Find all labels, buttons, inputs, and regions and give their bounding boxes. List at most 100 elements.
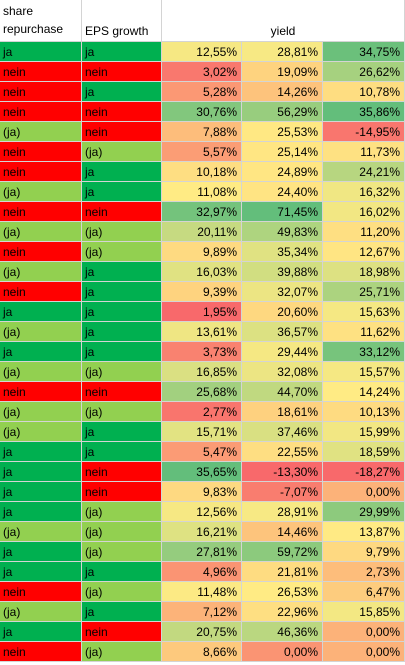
yield-cell-3[interactable]: -18,27% [323,462,405,482]
eps-growth-cell[interactable]: nein [82,482,162,502]
share-repurchase-cell[interactable]: (ja) [0,362,82,382]
share-repurchase-cell[interactable]: (ja) [0,402,82,422]
yield-cell-3[interactable]: 15,57% [323,362,405,382]
share-repurchase-cell[interactable]: (ja) [0,322,82,342]
share-repurchase-cell[interactable]: (ja) [0,522,82,542]
yield-cell-3[interactable]: 6,47% [323,582,405,602]
yield-cell-2[interactable]: 14,26% [242,82,323,102]
eps-growth-cell[interactable]: ja [82,282,162,302]
yield-cell-2[interactable]: 18,61% [242,402,323,422]
eps-growth-cell[interactable]: ja [82,302,162,322]
yield-cell-3[interactable]: 16,02% [323,202,405,222]
yield-cell-1[interactable]: 20,75% [162,622,242,642]
share-repurchase-cell[interactable]: nein [0,162,82,182]
yield-cell-1[interactable]: 11,08% [162,182,242,202]
eps-growth-cell[interactable]: nein [82,62,162,82]
yield-cell-1[interactable]: 5,28% [162,82,242,102]
yield-cell-3[interactable]: 13,87% [323,522,405,542]
yield-cell-3[interactable]: 11,73% [323,142,405,162]
yield-cell-1[interactable]: 16,85% [162,362,242,382]
yield-cell-2[interactable]: 59,72% [242,542,323,562]
yield-cell-2[interactable]: 36,57% [242,322,323,342]
yield-cell-3[interactable]: 15,85% [323,602,405,622]
yield-cell-3[interactable]: 18,59% [323,442,405,462]
share-repurchase-cell[interactable]: ja [0,502,82,522]
yield-cell-2[interactable]: 71,45% [242,202,323,222]
yield-cell-2[interactable]: 28,91% [242,502,323,522]
yield-cell-2[interactable]: 46,36% [242,622,323,642]
yield-cell-1[interactable]: 16,03% [162,262,242,282]
share-repurchase-cell[interactable]: nein [0,582,82,602]
share-repurchase-cell[interactable]: ja [0,442,82,462]
share-repurchase-cell[interactable]: nein [0,242,82,262]
yield-cell-1[interactable]: 10,18% [162,162,242,182]
eps-growth-cell[interactable]: (ja) [82,582,162,602]
eps-growth-cell[interactable]: ja [82,442,162,462]
eps-growth-cell[interactable]: ja [82,342,162,362]
eps-growth-cell[interactable]: nein [82,202,162,222]
eps-growth-cell[interactable]: nein [82,622,162,642]
share-repurchase-cell[interactable]: nein [0,62,82,82]
yield-cell-1[interactable]: 5,57% [162,142,242,162]
yield-cell-3[interactable]: 24,21% [323,162,405,182]
eps-growth-cell[interactable]: (ja) [82,362,162,382]
yield-cell-1[interactable]: 20,11% [162,222,242,242]
yield-cell-2[interactable]: 56,29% [242,102,323,122]
yield-cell-1[interactable]: 5,47% [162,442,242,462]
eps-growth-cell[interactable]: nein [82,462,162,482]
eps-growth-cell[interactable]: nein [82,102,162,122]
yield-cell-3[interactable]: 25,71% [323,282,405,302]
yield-cell-2[interactable]: 25,53% [242,122,323,142]
eps-growth-cell[interactable]: ja [82,182,162,202]
share-repurchase-cell[interactable]: ja [0,482,82,502]
share-repurchase-cell[interactable]: nein [0,642,82,662]
eps-growth-cell[interactable]: nein [82,122,162,142]
share-repurchase-cell[interactable]: ja [0,462,82,482]
yield-cell-1[interactable]: 15,71% [162,422,242,442]
yield-cell-2[interactable]: 49,83% [242,222,323,242]
yield-cell-2[interactable]: 32,07% [242,282,323,302]
header-eps-growth[interactable]: EPS growth [82,0,162,42]
yield-cell-1[interactable]: 32,97% [162,202,242,222]
yield-cell-3[interactable]: 10,78% [323,82,405,102]
yield-cell-2[interactable]: 14,46% [242,522,323,542]
share-repurchase-cell[interactable]: nein [0,382,82,402]
yield-cell-1[interactable]: 9,89% [162,242,242,262]
share-repurchase-cell[interactable]: nein [0,142,82,162]
yield-cell-1[interactable]: 30,76% [162,102,242,122]
share-repurchase-cell[interactable]: nein [0,82,82,102]
eps-growth-cell[interactable]: (ja) [82,222,162,242]
yield-cell-3[interactable]: 0,00% [323,642,405,662]
share-repurchase-cell[interactable]: ja [0,42,82,62]
eps-growth-cell[interactable]: (ja) [82,642,162,662]
yield-cell-1[interactable]: 9,39% [162,282,242,302]
eps-growth-cell[interactable]: nein [82,382,162,402]
yield-cell-2[interactable]: 20,60% [242,302,323,322]
yield-cell-1[interactable]: 3,73% [162,342,242,362]
eps-growth-cell[interactable]: ja [82,422,162,442]
yield-cell-2[interactable]: 19,09% [242,62,323,82]
yield-cell-3[interactable]: 35,86% [323,102,405,122]
header-share-repurchase[interactable]: share repurchase [0,0,82,42]
eps-growth-cell[interactable]: (ja) [82,542,162,562]
yield-cell-1[interactable]: 25,68% [162,382,242,402]
header-yield[interactable]: yield [162,0,405,42]
share-repurchase-cell[interactable]: (ja) [0,602,82,622]
eps-growth-cell[interactable]: ja [82,562,162,582]
eps-growth-cell[interactable]: ja [82,162,162,182]
eps-growth-cell[interactable]: ja [82,602,162,622]
yield-cell-2[interactable]: 39,88% [242,262,323,282]
yield-cell-3[interactable]: 9,79% [323,542,405,562]
yield-cell-1[interactable]: 4,96% [162,562,242,582]
share-repurchase-cell[interactable]: (ja) [0,222,82,242]
yield-cell-2[interactable]: 26,53% [242,582,323,602]
yield-cell-1[interactable]: 13,61% [162,322,242,342]
eps-growth-cell[interactable]: ja [82,262,162,282]
eps-growth-cell[interactable]: (ja) [82,142,162,162]
yield-cell-1[interactable]: 35,65% [162,462,242,482]
yield-cell-3[interactable]: 34,75% [323,42,405,62]
share-repurchase-cell[interactable]: ja [0,562,82,582]
yield-cell-3[interactable]: 11,62% [323,322,405,342]
share-repurchase-cell[interactable]: ja [0,302,82,322]
yield-cell-1[interactable]: 3,02% [162,62,242,82]
